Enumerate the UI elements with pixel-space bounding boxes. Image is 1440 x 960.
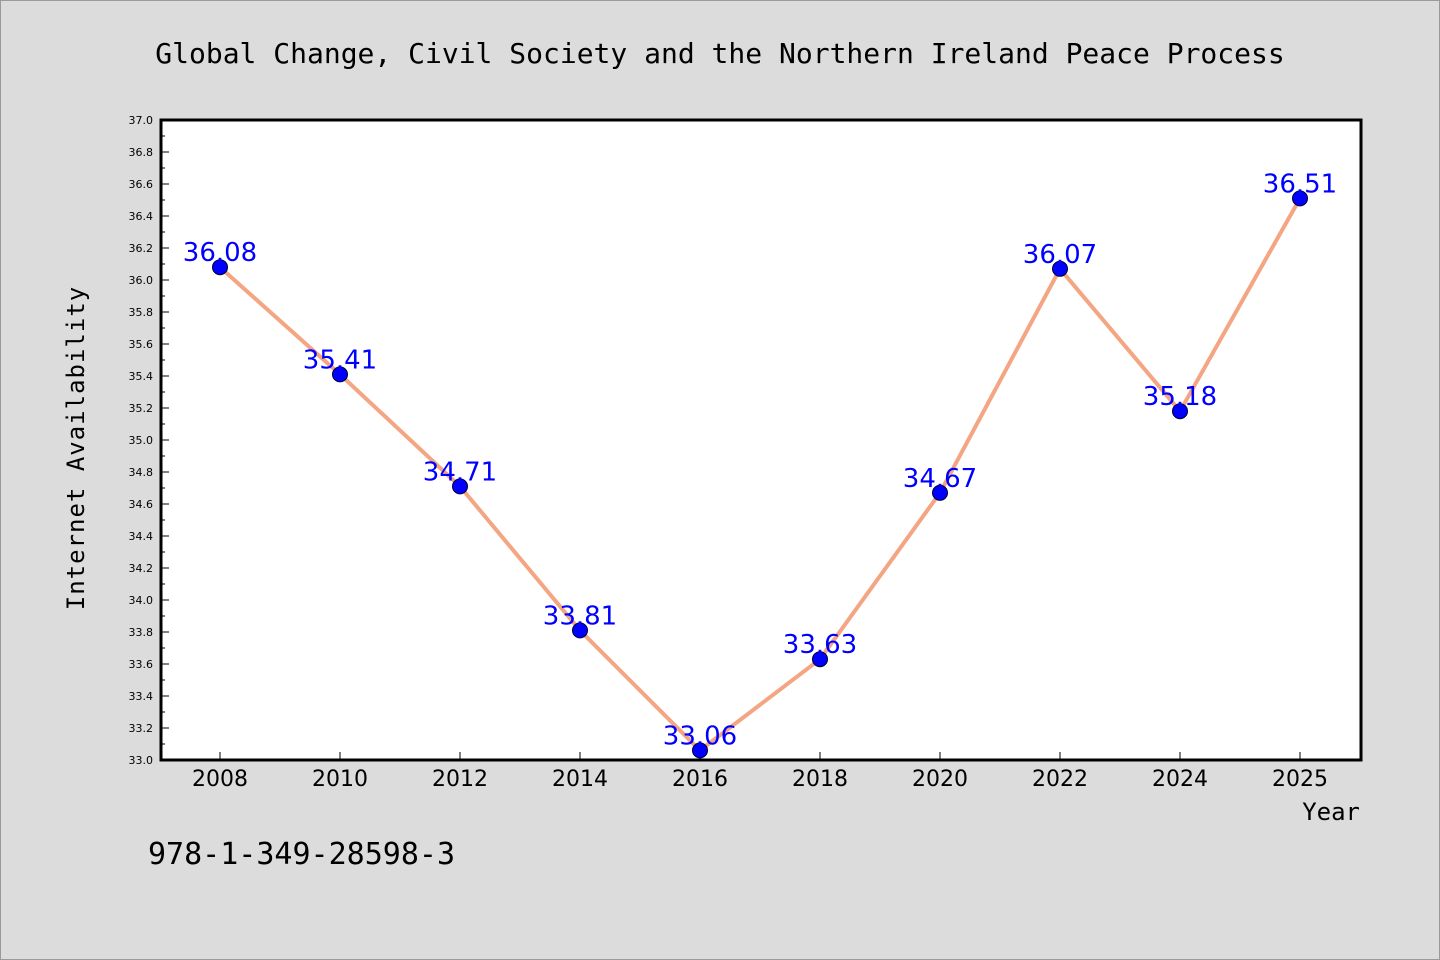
x-tick-label: 2008 [192, 767, 248, 792]
y-tick-label: 35.6 [129, 338, 154, 351]
y-tick-label: 33.6 [129, 658, 154, 671]
data-label: 33.63 [783, 630, 857, 660]
data-label: 36.07 [1023, 240, 1097, 270]
data-labels: 36.08 35.41 34.71 33.81 33.06 33.63 34.67 36.07… [183, 169, 1337, 751]
data-label: 36.08 [183, 238, 257, 268]
chart-title: Global Change, Civil Society and the Nor… [155, 37, 1284, 70]
y-tick-label: 34.4 [129, 530, 154, 543]
data-point [212, 259, 228, 276]
y-tick-label: 36.2 [129, 242, 154, 255]
data-point [1292, 190, 1308, 207]
x-tick-label: 2012 [432, 767, 488, 792]
data-point [1172, 403, 1188, 420]
series-lines [218, 196, 1302, 753]
y-tick-label: 34.8 [129, 466, 154, 479]
x-tick-label: 2022 [1032, 767, 1088, 792]
data-label: 33.06 [663, 721, 737, 751]
y-tick-label: 35.0 [129, 434, 154, 447]
data-point [812, 651, 828, 668]
data-label: 36.51 [1263, 169, 1337, 199]
plot-area [159, 118, 1363, 762]
data-point [452, 478, 468, 495]
y-tick-label: 35.4 [129, 370, 154, 383]
y-tick-label: 33.2 [129, 722, 154, 735]
y-tick-label: 36.6 [129, 178, 154, 191]
x-tick-label: 2024 [1152, 767, 1208, 792]
data-label: 34.67 [903, 464, 977, 494]
series-line [218, 196, 1302, 753]
y-tick-label: 34.6 [129, 498, 154, 511]
data-point [332, 366, 348, 383]
data-point [932, 484, 948, 501]
y-tick-label: 34.0 [129, 594, 154, 607]
data-label: 35.41 [303, 345, 377, 375]
isbn-footnote: 978-1-349-28598-3 [148, 837, 455, 872]
x-tick-label: 2018 [792, 767, 848, 792]
y-tick-label: 33.0 [129, 754, 154, 767]
y-tick-label: 34.2 [129, 562, 154, 575]
data-point [692, 742, 708, 759]
data-point [572, 622, 588, 639]
x-axis-ticks: 2008 2010 2012 2014 2016 2018 2020 2022 2024 2025 [192, 752, 1328, 792]
y-tick-label: 36.4 [129, 210, 154, 223]
y-tick-label: 35.8 [129, 306, 154, 319]
data-point [1052, 260, 1068, 277]
data-label: 33.81 [543, 601, 617, 631]
x-tick-label: 2010 [312, 767, 368, 792]
y-tick-label: 37.0 [129, 114, 154, 127]
x-tick-label: 2016 [672, 767, 728, 792]
y-tick-label: 36.8 [129, 146, 154, 159]
data-label: 34.71 [423, 457, 497, 487]
y-tick-label: 33.4 [129, 690, 154, 703]
data-label: 35.18 [1143, 382, 1217, 412]
y-tick-label: 36.0 [129, 274, 154, 287]
x-tick-label: 2025 [1272, 767, 1328, 792]
x-tick-label: 2014 [552, 767, 608, 792]
y-axis-title: Internet Availability [62, 286, 90, 610]
y-axis-ticks: 33.0 33.2 33.4 33.6 33.8 34.0 34.2 34.4 34.6 34.8… [129, 114, 169, 767]
data-markers [212, 190, 1308, 759]
x-axis-title: Year [1302, 798, 1360, 826]
y-tick-label: 33.8 [129, 626, 154, 639]
y-tick-label: 35.2 [129, 402, 154, 415]
x-tick-label: 2020 [912, 767, 968, 792]
